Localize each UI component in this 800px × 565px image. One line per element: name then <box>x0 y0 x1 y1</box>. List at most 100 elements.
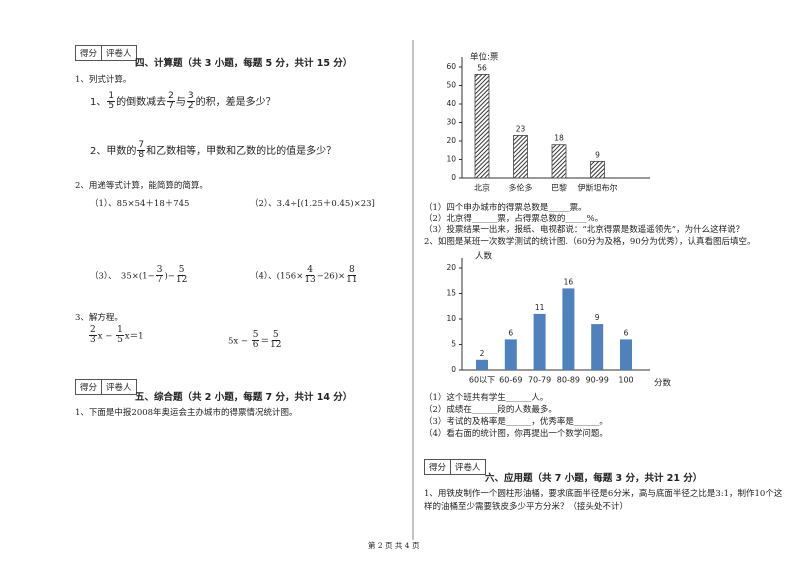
text: 的倒数减去 <box>116 96 167 108</box>
cell: 评卷人 <box>106 49 132 59</box>
section-title: 四、计算题（共 3 小题，每题 5 分，共计 15 分） <box>135 58 353 69</box>
bar <box>504 339 517 370</box>
bar <box>551 144 567 179</box>
numerator: 5 <box>251 330 260 342</box>
item: （4）看右面的统计图，你再提出一个数学问题。 <box>424 429 608 439</box>
denominator: 6 <box>252 340 259 351</box>
y-tick-label: 0 <box>451 365 456 374</box>
cell: 评卷人 <box>455 463 481 473</box>
numerator: 5 <box>177 265 186 277</box>
numerator: 3 <box>155 265 164 277</box>
denominator: 12 <box>175 275 188 286</box>
numerator: 2 <box>167 91 175 103</box>
y-tick-label: 5 <box>451 340 456 349</box>
x-tick-label: 90-99 <box>586 376 609 385</box>
question: 1、用铁皮制作一个圆柱形油桶，要求底面半径是6分米，高与底面半径之比是3:1，制… <box>424 489 783 512</box>
data-label: 18 <box>554 134 564 143</box>
denominator: 7 <box>168 101 174 112</box>
x-tick-label: 60-69 <box>499 376 522 385</box>
data-label: 11 <box>535 303 545 312</box>
fraction: 8 11 <box>346 265 357 286</box>
item: （1）四个申办城市的得票总数是_____票。 <box>424 203 587 213</box>
text: x − <box>97 331 116 342</box>
section-title: 六、应用题（共 7 小题，每题 3 分，共计 21 分） <box>485 473 703 484</box>
y-tick-label: 10 <box>446 314 456 323</box>
question: （1）、85×54＋18＋745 <box>90 199 190 209</box>
text: 2、甲数的 <box>90 145 137 157</box>
y-axis-label: 单位:票 <box>470 52 499 63</box>
text: 和乙数相等，甲数和乙数的比的值是多少？ <box>146 145 337 157</box>
numerator: 7 <box>137 140 146 152</box>
question: （2）、3.4÷[(1.25＋0.45)×23] <box>250 199 375 209</box>
data-label: 6 <box>624 328 629 337</box>
data-label: 9 <box>595 313 600 322</box>
y-tick-label: 40 <box>446 99 456 108</box>
bar <box>533 313 546 370</box>
bar <box>562 288 575 370</box>
y-tick-label: 20 <box>446 263 456 272</box>
score-box: 得分 评卷人 <box>424 459 486 475</box>
y-tick-label: 50 <box>446 81 456 90</box>
data-label: 23 <box>516 124 526 133</box>
text: 的积，差是多少？ <box>195 96 276 108</box>
question: （4）、(156× 4 13 −26)× 8 11 <box>250 265 359 286</box>
question: 2、如图是某班一次数学测试的统计图.（60分为及格，90分为优秀），认真看图后填… <box>424 237 756 247</box>
numerator: 1 <box>107 91 116 103</box>
item: （2）北京得______票，占得票总数的_____%。 <box>424 214 604 224</box>
x-tick-label: 80-89 <box>557 376 580 385</box>
denominator: 12 <box>269 340 282 351</box>
text: （3）、 35×(1− <box>90 271 155 282</box>
numerator: 4 <box>306 265 314 277</box>
text: x＝1 <box>124 331 144 342</box>
x-axis-label: 分数 <box>654 378 672 389</box>
cell: 得分 <box>76 380 103 394</box>
bar <box>513 135 528 179</box>
y-tick-label: 20 <box>446 136 456 145</box>
question: 2、甲数的 7 8 和乙数相等，甲数和乙数的比的值是多少？ <box>90 140 337 161</box>
bar <box>476 359 488 370</box>
denominator: 2 <box>187 101 194 112</box>
fraction: 5 12 <box>269 330 282 351</box>
y-tick-label: 0 <box>451 173 456 182</box>
numerator: 3 <box>186 91 195 103</box>
bar <box>474 74 490 179</box>
item: （2）成绩在______段的人数最多。 <box>424 405 557 415</box>
item: （3）投票结果一出来，报纸、电视都说：“北京得票是数遥遥领先”，为什么这样说？ <box>424 225 745 235</box>
question: 1、列式计算。 <box>75 75 132 85</box>
data-label: 9 <box>595 150 600 159</box>
bar <box>620 339 632 370</box>
score-box: 得分 评卷人 <box>75 379 137 395</box>
data-label: 56 <box>477 63 487 72</box>
x-tick-label: 60以下 <box>469 376 495 385</box>
denominator: 8 <box>138 150 145 161</box>
y-tick-label: 10 <box>446 155 456 164</box>
x-tick-label: 100 <box>618 376 633 385</box>
denominator: 7 <box>156 275 163 286</box>
section-title: 五、综合题（共 2 小题，每题 7 分，共计 14 分） <box>135 392 353 403</box>
x-tick-label: 多伦多 <box>509 183 533 193</box>
denominator: 5 <box>108 101 115 112</box>
denominator: 3 <box>90 335 96 346</box>
question: 1、 1 5 的倒数减去 2 7 与 3 2 的积，差是多少？ <box>90 91 276 112</box>
bar <box>591 324 604 370</box>
text: ＝ <box>260 336 269 347</box>
question: 1、下面是中报2008年奥运会主办城市的得票情况统计图。 <box>75 408 298 418</box>
numerator: 2 <box>89 325 97 337</box>
cell: 评卷人 <box>106 383 132 393</box>
text: 5x − <box>228 336 251 347</box>
numerator: 5 <box>271 330 280 342</box>
y-tick-label: 60 <box>446 62 456 71</box>
bar <box>590 160 605 179</box>
y-tick-label: 15 <box>446 289 456 298</box>
equation: 5x − 5 6 ＝ 5 12 <box>228 330 282 351</box>
numerator: 8 <box>348 265 356 277</box>
